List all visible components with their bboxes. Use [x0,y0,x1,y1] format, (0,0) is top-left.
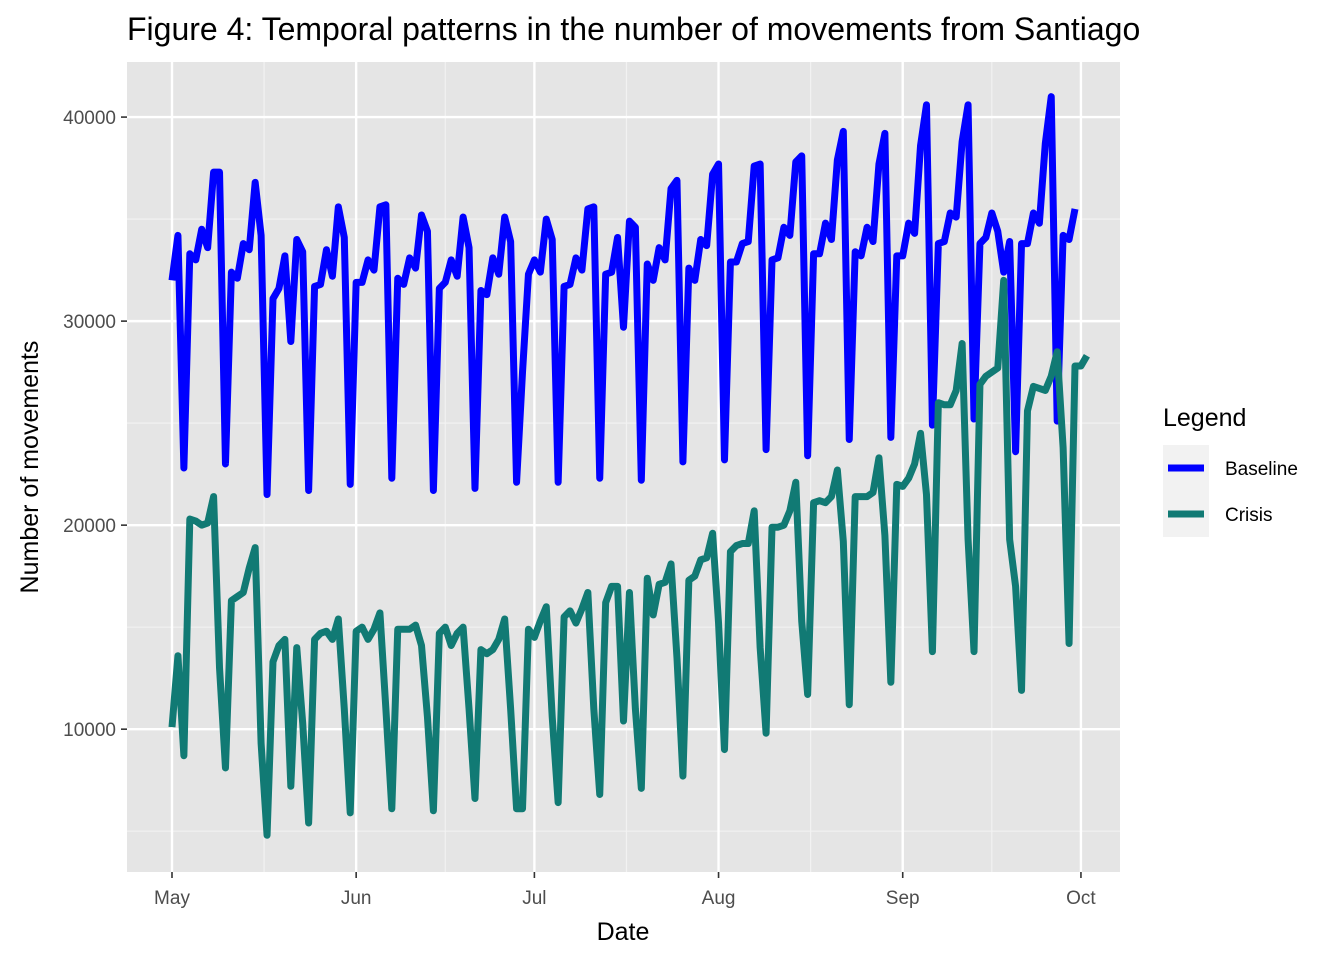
y-tick-label: 40000 [63,108,116,129]
minor-gridlines [127,62,1120,872]
x-tick-label-oct: Oct [1066,888,1096,909]
x-tick-label-sep: Sep [886,888,920,909]
series-line-baseline [168,93,1079,499]
major-gridlines [127,62,1120,872]
legend-label-baseline: Baseline [1225,459,1298,480]
y-tick-label: 10000 [63,720,116,741]
legend: Legend Baseline Crisis [1163,404,1298,537]
y-tick-label: 30000 [63,312,116,333]
x-axis: May Jun Jul Aug Sep Oct [154,872,1096,909]
x-tick-label-jul: Jul [522,888,546,909]
legend-title: Legend [1163,404,1246,432]
y-axis-title: Number of movements [16,341,44,594]
legend-label-crisis: Crisis [1225,505,1273,526]
y-axis: 10000 20000 30000 40000 [63,108,127,741]
x-axis-title: Date [597,918,650,946]
y-tick-label: 20000 [63,516,116,537]
series-layer [168,93,1090,839]
chart-title: Figure 4: Temporal patterns in the numbe… [127,11,1140,47]
x-tick-label-may: May [154,888,190,909]
x-tick-label-jun: Jun [341,888,372,909]
series-line-crisis [168,276,1090,839]
x-tick-label-aug: Aug [702,888,736,909]
